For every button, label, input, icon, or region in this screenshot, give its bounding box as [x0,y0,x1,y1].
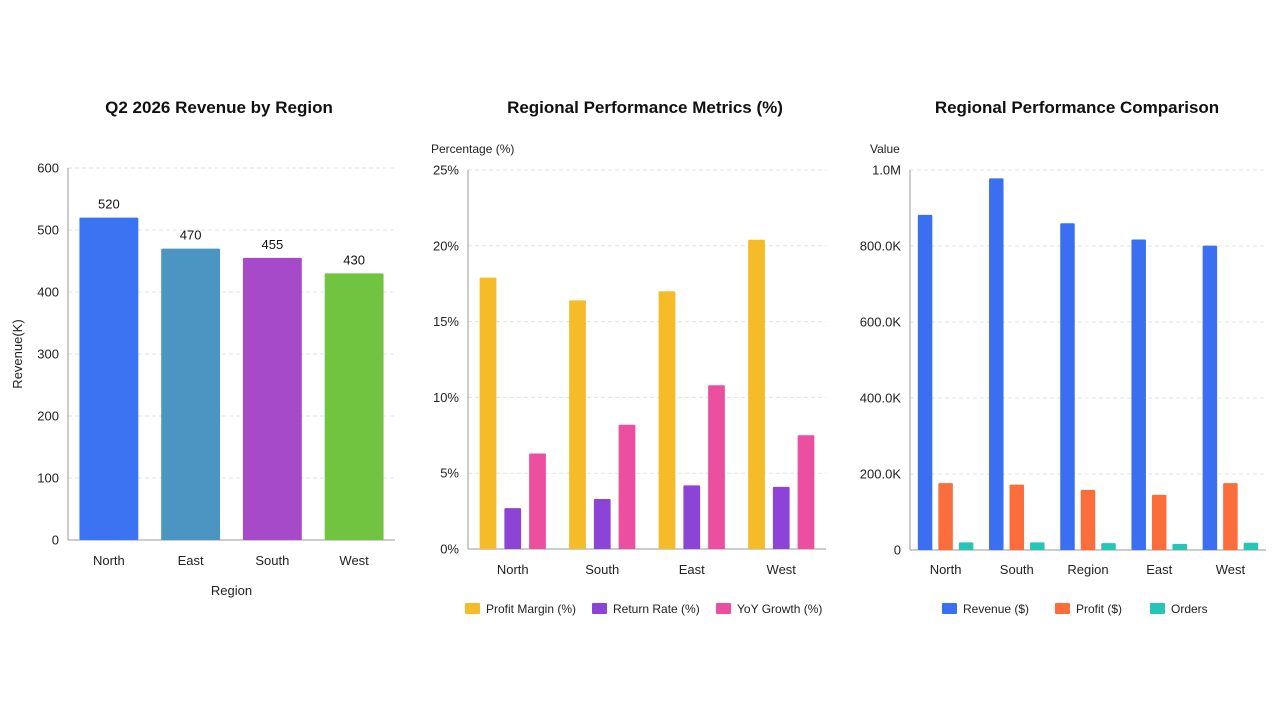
bar [1172,543,1187,550]
y-tick-label: 500 [37,223,59,238]
x-tick-label: South [255,553,289,568]
bar [1223,483,1238,550]
x-tick-label: West [1216,562,1246,577]
x-tick-label: Region [1067,562,1108,577]
bar [1202,245,1218,550]
bar [1243,542,1259,550]
legend-label: Profit ($) [1076,602,1122,616]
legend-swatch [1150,603,1165,614]
x-tick-label: East [679,562,705,577]
x-tick-label: East [178,553,204,568]
bar [161,248,221,540]
data-label: 455 [262,237,284,252]
x-tick-label: South [585,562,619,577]
y-axis-title: Percentage (%) [431,142,514,156]
y-tick-label: 100 [37,471,59,486]
x-tick-label: West [767,562,797,577]
y-axis-title: Revenue(K) [10,319,25,388]
bar [683,485,701,549]
y-tick-label: 400 [37,285,59,300]
bar [593,498,611,549]
bar [1101,543,1116,550]
y-tick-label: 400.0K [860,391,902,406]
legend-swatch [592,603,607,614]
y-axis-title: Value [870,142,900,156]
legend-swatch [465,603,480,614]
bar [797,435,815,549]
bar [1030,542,1045,550]
y-tick-label: 10% [433,390,459,405]
chart-3: Regional Performance Comparison 0 200.0K 40… [860,98,1266,616]
y-tick-label: 20% [433,238,459,253]
bar [242,257,302,540]
bar [1131,239,1146,551]
legend-swatch [942,603,957,614]
y-tick-label: 25% [433,163,459,178]
bar [504,508,522,549]
legend-label: Profit Margin (%) [486,602,576,616]
bar [1009,484,1025,550]
chart-1: Q2 2026 Revenue by Region 0 100 200 300 400 50… [10,98,395,598]
y-tick-label: 15% [433,314,459,329]
legend: Revenue ($) Profit ($) Orders [942,602,1208,616]
bar [989,178,1004,551]
bar [1060,223,1075,550]
chart-title: Regional Performance Comparison [935,98,1219,117]
chart-2: Regional Performance Metrics (%) 0% 5% 10% 1… [431,98,826,616]
legend-label: YoY Growth (%) [737,602,822,616]
x-tick-label: South [1000,562,1034,577]
bar [529,453,546,549]
y-tick-label: 600.0K [860,315,902,330]
bar [658,291,676,549]
bar [938,483,953,550]
bar [772,486,790,549]
bar [479,277,497,549]
y-tick-label: 200.0K [860,467,902,482]
y-tick-label: 0% [440,542,459,557]
y-tick-label: 800.0K [860,239,902,254]
bar [618,424,636,549]
y-tick-label: 0 [52,533,59,548]
bar [748,239,765,549]
y-tick-label: 5% [440,466,459,481]
bar [79,217,139,540]
x-tick-label: North [930,562,962,577]
y-tick-label: 600 [37,161,59,176]
legend-label: Revenue ($) [963,602,1029,616]
y-tick-label: 0 [894,543,901,558]
chart-title: Regional Performance Metrics (%) [507,98,783,117]
x-tick-label: West [339,553,369,568]
legend-label: Orders [1171,602,1208,616]
bar [1080,489,1096,550]
y-tick-label: 1.0M [872,163,901,178]
legend: Profit Margin (%) Return Rate (%) YoY Grow… [465,602,822,616]
bar [569,300,586,549]
legend-swatch [1055,603,1070,614]
data-label: 520 [98,197,120,212]
y-tick-label: 300 [37,347,59,362]
x-tick-label: North [93,553,125,568]
x-tick-label: East [1146,562,1172,577]
bar [1151,494,1167,550]
x-axis-title: Region [211,583,252,598]
chart-title: Q2 2026 Revenue by Region [105,98,333,117]
bar [708,385,725,549]
legend-label: Return Rate (%) [613,602,700,616]
bar [958,542,974,550]
bar [324,273,384,540]
data-label: 430 [343,252,365,267]
legend-swatch [716,603,731,614]
bar [917,214,933,550]
x-tick-label: North [497,562,529,577]
y-tick-label: 200 [37,409,59,424]
data-label: 470 [180,228,202,243]
